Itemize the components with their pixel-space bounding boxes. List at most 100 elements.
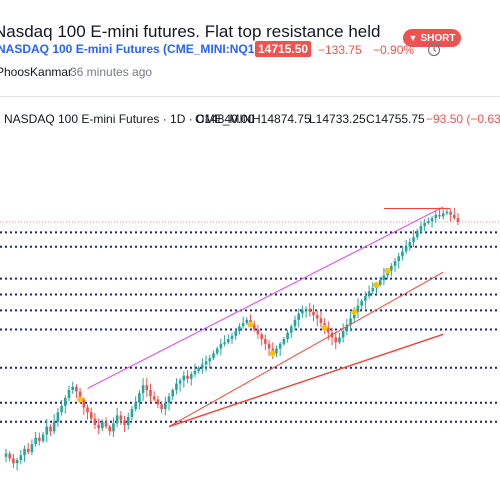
candle-body xyxy=(286,332,289,340)
badge-label: SHORT xyxy=(420,32,456,44)
candle-body xyxy=(208,358,212,362)
candle-body xyxy=(19,455,23,460)
candle-body xyxy=(301,310,304,314)
candle-body xyxy=(356,305,360,312)
candle-body xyxy=(275,348,278,354)
trend-line-upper xyxy=(168,271,444,428)
candle-body xyxy=(215,348,219,354)
candle-body xyxy=(82,399,86,408)
symbol-row: NASDAQ 100 E-mini Futures (CME_MINI:NQ1!… xyxy=(0,41,500,59)
candle-body xyxy=(164,402,167,410)
candle-body xyxy=(427,221,430,223)
short-badge: ▼ SHORT xyxy=(403,29,461,47)
candle-body xyxy=(252,324,256,330)
candle-body xyxy=(178,380,182,384)
candle-body xyxy=(201,364,204,368)
candle-body xyxy=(345,324,349,332)
candle-body xyxy=(141,385,145,394)
candle-body xyxy=(438,214,441,217)
candle-body xyxy=(397,256,401,262)
down-arrow-icon: ▼ xyxy=(408,33,418,43)
candle-body xyxy=(30,444,34,453)
candle-body xyxy=(86,407,89,413)
open-value: O14840.00 xyxy=(195,112,255,126)
candle-body xyxy=(430,218,434,222)
candle-body xyxy=(160,404,163,410)
candle-body xyxy=(134,402,137,410)
candle-body xyxy=(204,361,208,365)
candle-body xyxy=(338,337,341,343)
candle-body xyxy=(297,313,300,320)
candle-body xyxy=(319,318,323,324)
candle-body xyxy=(38,437,41,441)
candle-body xyxy=(126,417,130,425)
price-chart[interactable] xyxy=(0,133,500,500)
candle-body xyxy=(45,426,49,435)
publish-time: 36 minutes ago xyxy=(70,65,153,79)
candle-body xyxy=(89,412,93,419)
candle-body xyxy=(219,343,223,349)
candle-body xyxy=(264,339,267,344)
candle-body xyxy=(234,331,238,336)
candle-body xyxy=(78,391,82,400)
candle-body xyxy=(93,418,97,425)
event-marker xyxy=(373,281,380,288)
candle-body xyxy=(49,426,52,432)
candle-body xyxy=(12,458,15,464)
candle-body xyxy=(304,308,308,311)
markers xyxy=(77,267,391,403)
candle-body xyxy=(308,308,312,312)
candle-body xyxy=(260,334,263,340)
candle-body xyxy=(223,342,226,344)
candle-body xyxy=(334,337,338,343)
symbol-link[interactable]: NASDAQ 100 E-mini Futures (CME_MINI:NQ1!… xyxy=(0,42,263,56)
candle-body xyxy=(230,335,234,340)
alarm-clock-icon[interactable] xyxy=(426,41,442,57)
candle-body xyxy=(75,386,78,392)
idea-header: Nasdaq 100 E-mini futures. Flat top resi… xyxy=(0,10,500,47)
candle-body xyxy=(167,396,171,403)
candle-body xyxy=(182,375,186,381)
candle-body xyxy=(293,319,297,327)
high-value: H14874.75 xyxy=(252,112,311,126)
candle-body xyxy=(15,460,19,464)
candle-body xyxy=(108,426,112,432)
candle-body xyxy=(371,288,375,292)
candle-body xyxy=(238,326,241,332)
event-marker xyxy=(269,350,276,357)
event-marker xyxy=(321,324,328,331)
candle-body xyxy=(267,343,271,349)
candle-body xyxy=(282,339,286,344)
candle-body xyxy=(56,412,60,422)
candle-body xyxy=(315,315,319,319)
price-change-percent: −0.90% xyxy=(373,43,415,57)
price-change: −133.75 xyxy=(318,43,362,57)
candle-body xyxy=(101,421,104,429)
candle-body xyxy=(382,275,386,281)
channel-upper-line xyxy=(87,206,444,389)
candle-body xyxy=(341,331,345,338)
candle-body xyxy=(390,265,393,271)
candle-body xyxy=(34,437,37,445)
candle-body xyxy=(408,241,412,247)
candle-body xyxy=(434,214,438,219)
candle-body xyxy=(419,226,423,231)
author-link[interactable]: PhoosKanmar xyxy=(0,65,73,79)
candle-body xyxy=(119,415,123,421)
candle-body xyxy=(423,222,426,227)
candle-body xyxy=(212,353,215,359)
event-marker xyxy=(351,308,358,315)
close-value: C14755.75 xyxy=(366,112,425,126)
price-badge: 14715.50 xyxy=(255,41,312,57)
candle-body xyxy=(449,211,452,215)
candle-body xyxy=(441,213,445,217)
ohlc-legend: NASDAQ 100 E-mini Futures · 1D · CME_MIN… xyxy=(0,112,500,128)
candle-body xyxy=(145,385,149,390)
candle-body xyxy=(175,383,178,390)
candle-body xyxy=(71,386,74,390)
candle-body xyxy=(378,280,382,285)
candle-body xyxy=(156,399,160,405)
low-value: L14733.25 xyxy=(309,112,366,126)
candle-body xyxy=(197,367,200,371)
candle-body xyxy=(186,375,189,379)
